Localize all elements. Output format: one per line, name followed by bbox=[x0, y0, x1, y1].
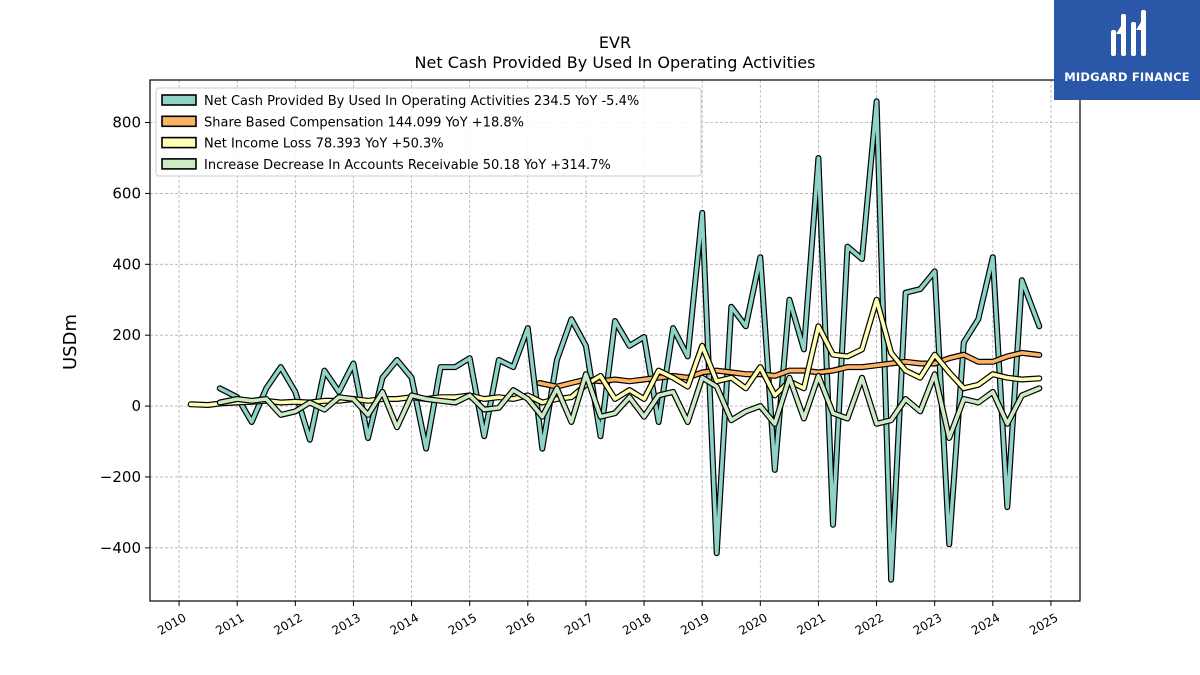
plot-frame bbox=[149, 79, 1081, 602]
y-tick-label: 800 bbox=[112, 114, 141, 132]
x-tick-label: 2010 bbox=[155, 610, 188, 637]
y-tick-label: 0 bbox=[131, 397, 141, 415]
legend-swatch-0 bbox=[161, 94, 197, 106]
x-tick-label: 2019 bbox=[678, 610, 711, 637]
legend-label-0: Net Cash Provided By Used In Operating A… bbox=[204, 94, 639, 109]
y-tick-label: 400 bbox=[112, 255, 141, 273]
x-tick-label: 2012 bbox=[271, 610, 304, 637]
x-tick-label: 2016 bbox=[504, 610, 537, 637]
series-line-1 bbox=[537, 351, 1042, 389]
y-tick-label: −200 bbox=[100, 468, 141, 486]
series-line-3 bbox=[218, 372, 1042, 440]
chart-title: EVR bbox=[599, 33, 631, 52]
x-tick-label: 2015 bbox=[446, 610, 479, 637]
legend-swatch-1 bbox=[161, 115, 197, 128]
x-tick-label: 2024 bbox=[969, 610, 1002, 637]
brand-logo: MIDGARD FINANCE bbox=[1054, 0, 1200, 100]
x-tick-label: 2014 bbox=[388, 610, 421, 637]
x-tick-label: 2018 bbox=[620, 610, 653, 637]
legend-label-2: Net Income Loss 78.393 YoY +50.3% bbox=[204, 137, 444, 152]
x-tick-label: 2023 bbox=[911, 610, 944, 637]
series-layer bbox=[187, 98, 1043, 583]
x-tick-label: 2017 bbox=[562, 610, 595, 637]
y-axis-label: USDm bbox=[60, 314, 81, 370]
legend-swatch-3 bbox=[161, 158, 197, 170]
x-tick-label: 2021 bbox=[794, 610, 827, 637]
brand-name: MIDGARD FINANCE bbox=[1064, 70, 1190, 84]
y-tick-label: 600 bbox=[112, 184, 141, 202]
x-tick-label: 2020 bbox=[736, 610, 769, 637]
y-tick-label: −400 bbox=[100, 539, 141, 557]
x-tick-label: 2011 bbox=[213, 610, 246, 637]
legend-label-1: Share Based Compensation 144.099 YoY +18… bbox=[204, 115, 524, 130]
stylized-m-icon bbox=[1111, 10, 1146, 56]
legend-swatch-2 bbox=[161, 136, 197, 149]
series-line-0 bbox=[218, 99, 1042, 582]
x-tick-label: 2013 bbox=[329, 610, 362, 637]
legend-label-3: Increase Decrease In Accounts Receivable… bbox=[204, 158, 611, 173]
legend: Net Cash Provided By Used In Operating A… bbox=[155, 87, 702, 177]
x-tick-label: 2025 bbox=[1027, 610, 1060, 637]
chart-subtitle: Net Cash Provided By Used In Operating A… bbox=[415, 53, 816, 72]
y-tick-label: 200 bbox=[112, 326, 141, 344]
legend-box bbox=[155, 87, 702, 177]
x-tick-label: 2022 bbox=[853, 610, 886, 637]
